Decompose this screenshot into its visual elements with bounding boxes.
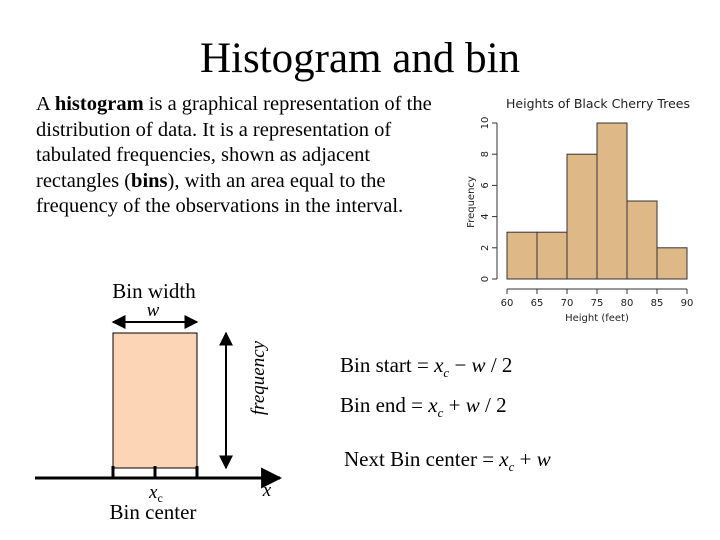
description-text: ), with an area equal to the frequency o… (36, 169, 404, 218)
histogram-bar (626, 200, 658, 280)
y-axis-label: Frequency (466, 176, 477, 228)
x-tick-label: 75 (591, 298, 604, 309)
histogram-bar (566, 153, 598, 280)
x-tick-label: 60 (501, 298, 514, 309)
slide-title: Histogram and bin (199, 35, 521, 82)
axis-layer: 60 65 70 75 80 85 90 0 2 4 6 8 10 (480, 117, 693, 309)
x-tick-label: 80 (621, 298, 634, 309)
bin-width-label: Bin width (112, 279, 196, 303)
formula-bin-end: Bin end = xc + w / 2 (340, 393, 507, 420)
x-axis-symbol: x (262, 480, 272, 501)
frequency-label: frequency (248, 340, 269, 415)
term-bins: bins (131, 169, 168, 192)
y-tick-label: 10 (480, 117, 491, 130)
formula-next-bin-center: Next Bin center = xc + w (344, 447, 551, 474)
histogram-bar (596, 122, 628, 280)
y-tick-label: 4 (480, 213, 491, 219)
histogram-bar (656, 247, 688, 280)
chart-title: Heights of Black Cherry Trees (506, 96, 690, 111)
bars-layer (506, 122, 688, 280)
y-tick-label: 6 (480, 182, 491, 188)
bin-center-label: Bin center (110, 500, 197, 524)
description-text: is a graphical representation of the dis… (36, 93, 432, 192)
histogram-bar (506, 231, 538, 280)
x-tick-label: 70 (561, 298, 574, 309)
x-tick-label: 65 (531, 298, 544, 309)
description-text: A (36, 93, 55, 115)
x-axis-label: Height (feet) (565, 313, 629, 324)
y-tick-label: 8 (480, 151, 491, 157)
formula-bin-start: Bin start = xc − w / 2 (340, 353, 512, 380)
histogram-chart: Heights of Black Cherry Trees 60 65 70 75 80… (466, 96, 693, 324)
y-tick-label: 0 (480, 276, 491, 282)
w-label: w (147, 300, 160, 321)
center-symbol: xc (148, 482, 163, 505)
x-tick-label: 90 (681, 298, 694, 309)
x-tick-label: 85 (651, 298, 664, 309)
bin-formulas: Bin start = xc − w / 2 Bin end = xc + w … (340, 353, 551, 474)
y-tick-label: 2 (480, 245, 491, 251)
description-paragraph: A histogram is a graphical representatio… (36, 92, 456, 220)
bin-rectangle (112, 332, 198, 469)
bin-diagram: Bin width w frequency xc Bin center x (35, 279, 283, 524)
histogram-bar (536, 231, 568, 280)
term-histogram: histogram (54, 93, 144, 115)
